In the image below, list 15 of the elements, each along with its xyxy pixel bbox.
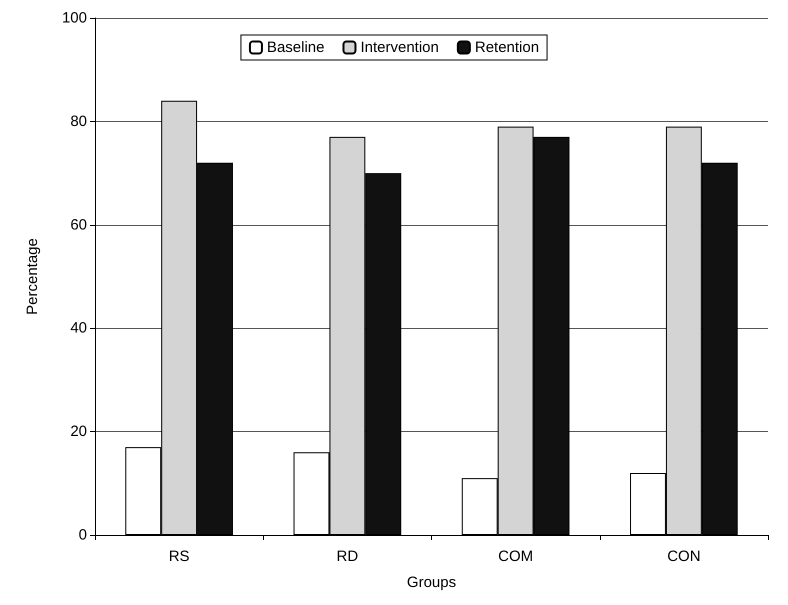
x-axis-title: Groups xyxy=(406,574,456,591)
legend-label: Baseline xyxy=(266,39,324,56)
y-tick-label: 40 xyxy=(70,320,87,337)
y-tick-label: 20 xyxy=(70,423,87,440)
y-tick-label: 60 xyxy=(70,216,87,234)
y-tick-label: 100 xyxy=(62,10,87,26)
x-tick-label: RD xyxy=(336,548,358,565)
y-tick-label: 80 xyxy=(70,112,87,130)
x-tick-label: CON xyxy=(667,548,701,565)
x-tick-label: RS xyxy=(168,548,190,565)
y-axis-title: Percentage xyxy=(24,238,41,315)
legend-label: Intervention xyxy=(360,39,439,56)
y-tick-label: 0 xyxy=(78,526,87,544)
legend-label: Retention xyxy=(474,39,540,56)
x-tick-label: COM xyxy=(498,548,534,565)
